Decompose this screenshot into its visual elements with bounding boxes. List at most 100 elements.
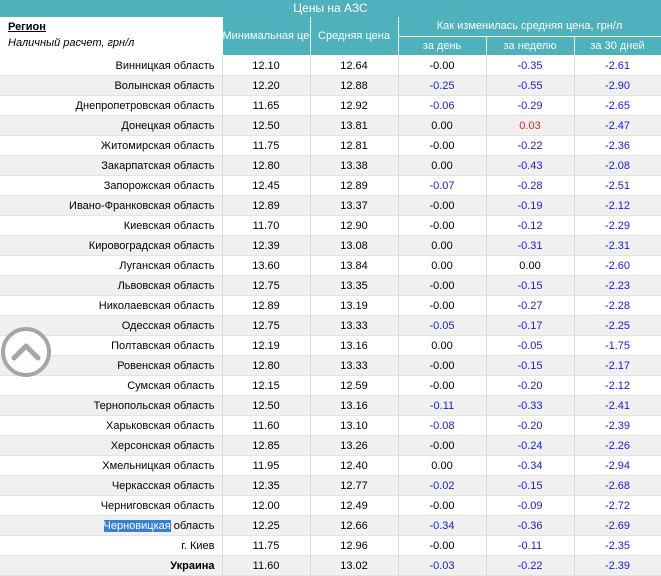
region-cell: Винницкая область (0, 55, 223, 76)
day-change-cell: -0.07 (398, 175, 487, 196)
avg-price-cell: 13.02 (310, 555, 399, 576)
week-change-header[interactable]: за неделю (486, 36, 575, 56)
month-change-cell: -2.94 (574, 455, 661, 476)
month-change-cell: -2.35 (574, 535, 661, 556)
avg-price-cell: 12.66 (310, 515, 399, 536)
week-change-cell: -0.27 (486, 295, 575, 316)
month-change-cell: -2.39 (574, 415, 661, 436)
month-change-cell: -2.36 (574, 135, 661, 156)
day-change-cell: 0.00 (398, 335, 487, 356)
month-change-cell: -2.31 (574, 235, 661, 256)
week-change-cell: -0.29 (486, 95, 575, 116)
week-change-cell: -0.15 (486, 275, 575, 296)
month-change-cell: -2.90 (574, 75, 661, 96)
min-price-cell: 11.75 (222, 135, 311, 156)
week-change-cell: 0.00 (486, 255, 575, 276)
min-price-header[interactable]: Минимальная цена (222, 17, 311, 56)
day-change-cell: 0.00 (398, 235, 487, 256)
region-cell: Хмельницкая область (0, 455, 223, 476)
region-cell: Киевская область (0, 215, 223, 236)
avg-price-cell: 13.81 (310, 115, 399, 136)
min-price-cell: 12.39 (222, 235, 311, 256)
avg-price-cell: 12.92 (310, 95, 399, 116)
month-change-cell: -2.39 (574, 555, 661, 576)
week-change-cell: -0.55 (486, 75, 575, 96)
avg-price-cell: 12.49 (310, 495, 399, 516)
region-cell: г. Киев (0, 535, 223, 556)
month-change-cell: -2.65 (574, 95, 661, 116)
month-change-cell: -2.41 (574, 395, 661, 416)
day-change-cell: -0.06 (398, 95, 487, 116)
avg-price-cell: 12.89 (310, 175, 399, 196)
table-title: Цены на АЗС (0, 0, 661, 17)
week-change-cell: -0.12 (486, 215, 575, 236)
table-row: Днепропетровская область 11.65 12.92 -0.06-… (0, 95, 661, 116)
region-cell: Одесская область (0, 315, 223, 336)
day-change-cell: -0.00 (398, 275, 487, 296)
min-price-cell: 12.50 (222, 395, 311, 416)
min-price-cell: 12.50 (222, 115, 311, 136)
month-change-cell: -2.12 (574, 195, 661, 216)
table-row: Херсонская область 12.85 13.26 -0.00 -0.24 -2… (0, 435, 661, 456)
table-row: Закарпатская область 12.80 13.38 0.00 -0.43-… (0, 155, 661, 176)
avg-price-cell: 12.96 (310, 535, 399, 556)
month-change-header[interactable]: за 30 дней (574, 36, 661, 56)
avg-price-cell: 13.08 (310, 235, 399, 256)
min-price-cell: 11.75 (222, 535, 311, 556)
table-row: Черновицкая область 12.25 12.66 -0.34 -0.36-… (0, 515, 661, 536)
month-change-cell: -2.47 (574, 115, 661, 136)
region-cell: Харьковская область (0, 415, 223, 436)
day-change-cell: -0.11 (398, 395, 487, 416)
region-cell: Донецкая область (0, 115, 223, 136)
table-row: Запорожская область 12.45 12.89 -0.07 -0.28-… (0, 175, 661, 196)
min-price-cell: 11.70 (222, 215, 311, 236)
avg-price-cell: 13.26 (310, 435, 399, 456)
region-cell: Луганская область (0, 255, 223, 276)
min-price-cell: 12.80 (222, 155, 311, 176)
week-change-cell: 0.03 (486, 115, 575, 136)
table-row: Харьковская область 11.60 13.10 -0.08 -0.20-… (0, 415, 661, 436)
day-change-cell: -0.00 (398, 55, 487, 76)
week-change-cell: -0.36 (486, 515, 575, 536)
table-row: Ивано-Франковская область 12.89 13.37 -0.00… (0, 195, 661, 216)
selected-text[interactable]: Черновицкая (103, 519, 171, 532)
table-row: Черниговская область 12.00 12.49 -0.00 -0.09… (0, 495, 661, 516)
min-price-cell: 12.25 (222, 515, 311, 536)
table-row: Винницкая область 12.10 12.64 -0.00 -0.35 -2.… (0, 55, 661, 76)
region-cell: Сумская область (0, 375, 223, 396)
scroll-up-button[interactable] (0, 324, 52, 380)
day-change-cell: -0.08 (398, 415, 487, 436)
day-change-cell: -0.00 (398, 215, 487, 236)
region-cell: Ровенская область (0, 355, 223, 376)
min-price-cell: 12.10 (222, 55, 311, 76)
month-change-cell: -2.68 (574, 475, 661, 496)
min-price-cell: 12.75 (222, 315, 311, 336)
table-row: Кировоградская область 12.39 13.08 0.00 -0.3… (0, 235, 661, 256)
table-row: Донецкая область 12.50 13.81 0.00 0.03 -2.47 (0, 115, 661, 136)
table-row: Львовская область 12.75 13.35 -0.00 -0.15 -2.… (0, 275, 661, 296)
region-cell: Житомирская область (0, 135, 223, 156)
week-change-cell: -0.15 (486, 355, 575, 376)
region-cell: Николаевская область (0, 295, 223, 316)
min-price-cell: 12.80 (222, 355, 311, 376)
week-change-cell: -0.11 (486, 535, 575, 556)
min-price-cell: 12.15 (222, 375, 311, 396)
min-price-cell: 11.60 (222, 555, 311, 576)
total-row: Украина 11.60 13.02 -0.03 -0.22 -2.39 (0, 555, 661, 576)
month-change-cell: -2.51 (574, 175, 661, 196)
day-change-cell: -0.25 (398, 75, 487, 96)
region-column-header[interactable]: Регион (8, 21, 46, 33)
min-price-cell: 12.85 (222, 435, 311, 456)
week-change-cell: -0.33 (486, 395, 575, 416)
day-change-cell: -0.00 (398, 435, 487, 456)
avg-price-cell: 12.90 (310, 215, 399, 236)
region-cell: Кировоградская область (0, 235, 223, 256)
month-change-cell: -1.75 (574, 335, 661, 356)
table-row: Николаевская область 12.89 13.19 -0.00 -0.27… (0, 295, 661, 316)
day-change-cell: 0.00 (398, 115, 487, 136)
price-change-header: Как изменилась средняя цена, грн/л (398, 17, 661, 37)
avg-price-header[interactable]: Средняя цена (310, 17, 399, 56)
month-change-cell: -2.29 (574, 215, 661, 236)
day-change-header[interactable]: за день (398, 36, 487, 56)
day-change-cell: -0.00 (398, 135, 487, 156)
